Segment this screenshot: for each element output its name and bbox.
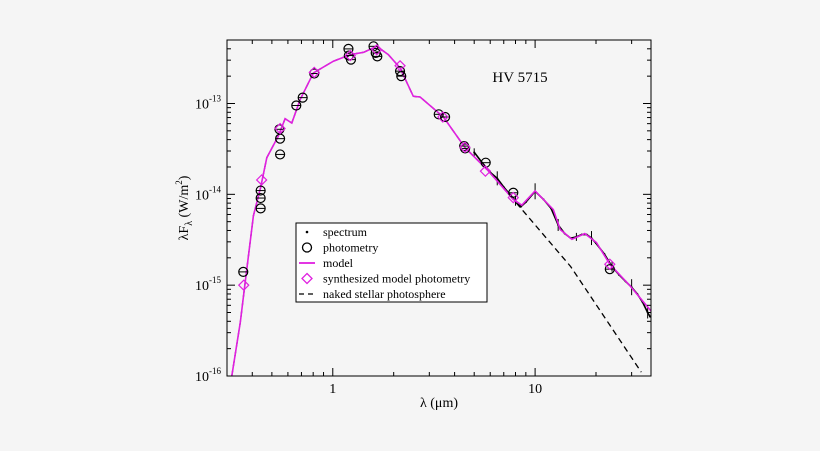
synth-photometry-point	[437, 111, 449, 123]
model-line	[231, 45, 651, 376]
spectrum-point	[473, 151, 476, 154]
legend-label-model: model	[323, 256, 354, 270]
spectrum-point	[496, 177, 499, 180]
x-tick-label: 1	[329, 382, 336, 397]
y-tick-label: 10-15	[195, 275, 221, 294]
photosphere-line	[231, 45, 642, 376]
legend-box	[295, 222, 488, 303]
x-axis-label: λ (μm)	[420, 396, 458, 411]
spectrum-line	[473, 151, 651, 318]
synth-photometry-point	[344, 49, 357, 62]
synth-photometry-point	[507, 191, 520, 204]
legend-label-synth: synthesized model photometry	[323, 272, 470, 286]
legend-spectrum-icon	[305, 230, 309, 234]
y-tick-label: 10-16	[195, 366, 221, 385]
synth-photometry-point	[237, 279, 250, 292]
synth-photometry-point	[274, 122, 286, 135]
plot-area	[231, 41, 651, 376]
y-axis-label: λFλ (W/m2)	[174, 175, 195, 240]
legend-photometry-icon	[301, 242, 313, 253]
plot-frame	[226, 39, 652, 377]
legend-synth-icon	[301, 272, 313, 285]
synth-photometry-point	[479, 165, 492, 177]
legend-label-spectrum: spectrum	[323, 225, 368, 239]
synth-photometry-point	[308, 66, 321, 79]
legend-label-photosphere: naked stellar photosphere	[323, 287, 446, 301]
x-tick-label: 10	[528, 382, 542, 397]
annotation-label: HV 5715	[492, 70, 547, 86]
synth-photometry-point	[370, 43, 383, 56]
synth-photometry-point	[394, 59, 406, 72]
synth-photometry-point	[459, 141, 471, 154]
y-tick-label: 10-13	[195, 93, 221, 112]
synth-photometry-point	[255, 174, 268, 186]
spectrum-point	[519, 205, 522, 208]
synth-photometry-point	[603, 258, 616, 271]
y-tick-label: 10-14	[195, 184, 221, 203]
legend-label-photometry: photometry	[323, 241, 378, 255]
